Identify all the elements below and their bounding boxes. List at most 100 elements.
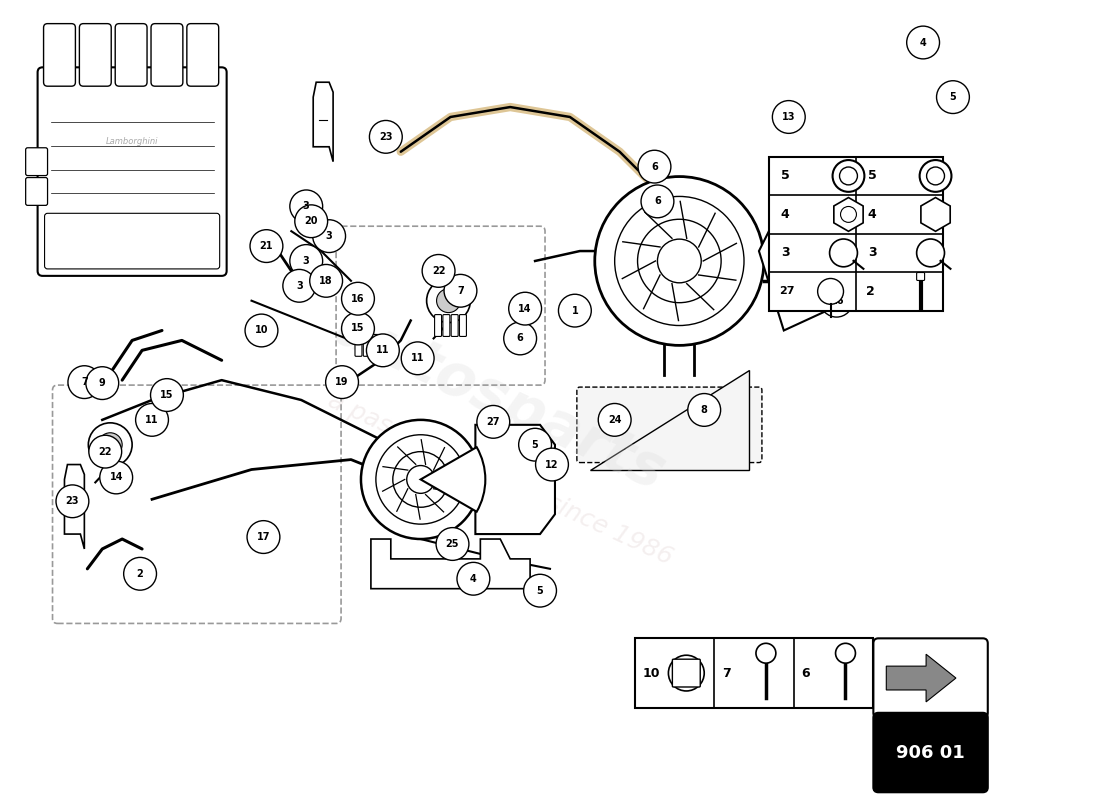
Circle shape <box>151 378 184 411</box>
Circle shape <box>829 239 857 267</box>
Circle shape <box>519 428 551 461</box>
Circle shape <box>595 177 763 346</box>
FancyBboxPatch shape <box>151 24 183 86</box>
Text: 15: 15 <box>351 323 365 334</box>
Circle shape <box>598 403 631 436</box>
Circle shape <box>436 528 469 560</box>
Circle shape <box>772 101 805 134</box>
Text: 17: 17 <box>256 532 271 542</box>
Text: 22: 22 <box>99 446 112 457</box>
Text: 6: 6 <box>654 196 661 206</box>
Circle shape <box>524 574 557 607</box>
Text: 15: 15 <box>161 390 174 400</box>
Circle shape <box>688 394 720 426</box>
Text: 4: 4 <box>470 574 476 584</box>
Circle shape <box>86 366 119 399</box>
Circle shape <box>559 294 592 327</box>
Circle shape <box>68 366 101 398</box>
Circle shape <box>289 190 322 222</box>
FancyBboxPatch shape <box>379 334 387 356</box>
Polygon shape <box>887 654 956 702</box>
Circle shape <box>504 322 537 355</box>
Circle shape <box>376 434 465 524</box>
Circle shape <box>422 254 455 287</box>
Text: 23: 23 <box>379 132 393 142</box>
Text: 6: 6 <box>517 334 524 343</box>
Text: 14: 14 <box>518 304 532 314</box>
Text: 5: 5 <box>868 170 877 182</box>
Text: 19: 19 <box>336 377 349 387</box>
Circle shape <box>821 284 852 317</box>
Polygon shape <box>834 198 864 231</box>
Text: 7: 7 <box>722 666 730 679</box>
Circle shape <box>402 342 434 374</box>
Text: 26: 26 <box>829 296 844 306</box>
Circle shape <box>641 185 674 218</box>
Text: 11: 11 <box>411 354 425 363</box>
Circle shape <box>135 403 168 436</box>
Circle shape <box>326 366 359 398</box>
FancyBboxPatch shape <box>672 659 701 687</box>
Text: 22: 22 <box>432 266 446 276</box>
Text: 11: 11 <box>145 415 158 425</box>
FancyBboxPatch shape <box>79 24 111 86</box>
Circle shape <box>427 279 471 322</box>
Circle shape <box>836 643 856 663</box>
Text: 1: 1 <box>572 306 579 316</box>
FancyBboxPatch shape <box>45 214 220 269</box>
Text: 20: 20 <box>305 216 318 226</box>
Circle shape <box>456 562 490 595</box>
Circle shape <box>248 521 279 554</box>
Text: 9: 9 <box>99 378 106 388</box>
Text: 4: 4 <box>868 208 877 221</box>
FancyBboxPatch shape <box>460 314 466 337</box>
Circle shape <box>916 239 945 267</box>
Circle shape <box>393 452 449 507</box>
Text: 10: 10 <box>255 326 268 335</box>
Circle shape <box>295 205 328 238</box>
Text: 5: 5 <box>781 170 790 182</box>
Circle shape <box>936 81 969 114</box>
Text: 24: 24 <box>608 415 622 425</box>
Text: a passion for parts since 1986: a passion for parts since 1986 <box>324 389 676 570</box>
Text: 7: 7 <box>458 286 464 296</box>
FancyBboxPatch shape <box>363 334 371 356</box>
FancyBboxPatch shape <box>434 314 441 337</box>
Circle shape <box>56 485 89 518</box>
Circle shape <box>437 289 461 313</box>
Text: 27: 27 <box>779 286 794 296</box>
Circle shape <box>638 150 671 183</box>
FancyBboxPatch shape <box>25 148 47 175</box>
Circle shape <box>839 167 857 185</box>
FancyBboxPatch shape <box>37 67 227 276</box>
Circle shape <box>98 433 122 457</box>
Circle shape <box>926 167 945 185</box>
Text: 4: 4 <box>920 38 926 47</box>
Text: 6: 6 <box>802 666 811 679</box>
Text: autosparts: autosparts <box>327 299 673 501</box>
Text: 3: 3 <box>868 246 877 259</box>
Polygon shape <box>590 370 749 470</box>
Text: 3: 3 <box>296 281 303 290</box>
FancyBboxPatch shape <box>44 24 76 86</box>
FancyBboxPatch shape <box>576 387 762 462</box>
Text: 27: 27 <box>486 417 500 427</box>
Text: 4: 4 <box>781 208 790 221</box>
Circle shape <box>245 314 278 347</box>
Text: 3: 3 <box>326 231 332 241</box>
FancyBboxPatch shape <box>372 334 378 356</box>
Circle shape <box>508 292 541 325</box>
Circle shape <box>370 121 403 154</box>
Circle shape <box>100 461 133 494</box>
Circle shape <box>840 206 857 222</box>
Circle shape <box>250 230 283 262</box>
Text: 6: 6 <box>651 162 658 172</box>
Text: 12: 12 <box>546 459 559 470</box>
Text: 2: 2 <box>866 285 874 298</box>
Text: 5: 5 <box>531 440 539 450</box>
Text: 14: 14 <box>110 473 123 482</box>
FancyBboxPatch shape <box>873 713 988 792</box>
Circle shape <box>444 274 477 307</box>
Text: 5: 5 <box>949 92 956 102</box>
Polygon shape <box>921 198 950 231</box>
